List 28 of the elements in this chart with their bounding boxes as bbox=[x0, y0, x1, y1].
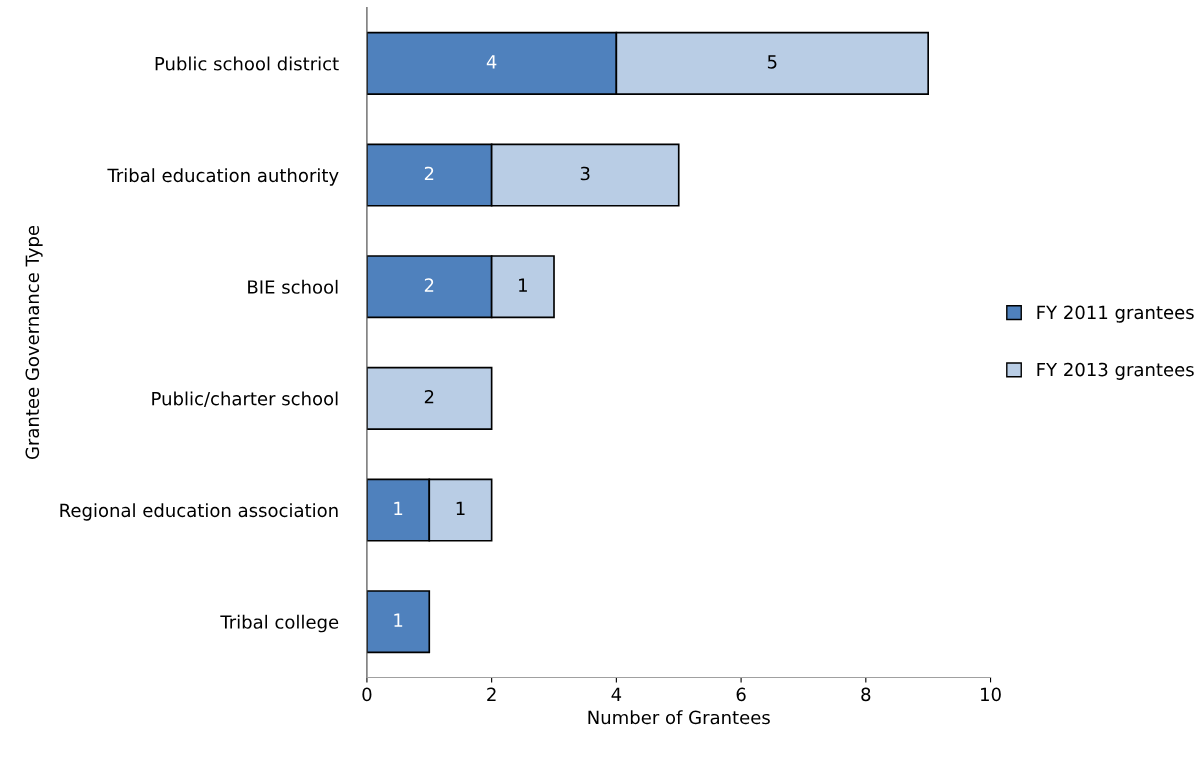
data-label: 1 bbox=[394, 501, 403, 516]
data-label: 4 bbox=[486, 55, 497, 69]
bar bbox=[366, 366, 493, 430]
legend-label: FY 2011 grantees bbox=[1037, 305, 1194, 323]
x-tick-label: 2 bbox=[487, 687, 496, 701]
data-label: 3 bbox=[580, 166, 590, 181]
bar bbox=[366, 590, 431, 654]
x-tick-label: 6 bbox=[736, 687, 746, 702]
data-label: 2 bbox=[424, 278, 434, 292]
x-axis-title: Number of Grantees bbox=[588, 710, 770, 725]
data-label: 2 bbox=[424, 166, 434, 181]
x-tick-label: 10 bbox=[981, 687, 1001, 702]
x-tick-label: 0 bbox=[362, 687, 372, 702]
data-label: 5 bbox=[767, 55, 777, 69]
x-tick-label: 8 bbox=[861, 687, 871, 702]
y-tick-label: Tribal education authority bbox=[107, 168, 339, 186]
y-tick-label: Public/charter school bbox=[152, 391, 338, 407]
y-tick-label: Public school district bbox=[155, 56, 339, 71]
data-label: 2 bbox=[424, 389, 434, 404]
data-label: 1 bbox=[456, 501, 465, 516]
x-tick-label: 4 bbox=[611, 687, 622, 701]
y-tick-label: BIE school bbox=[248, 279, 338, 294]
y-tick-label: Tribal college bbox=[220, 614, 339, 633]
y-axis-title: Grantee Governance Type bbox=[25, 225, 43, 460]
data-label: 1 bbox=[394, 613, 403, 627]
y-tick-label: Regional education association bbox=[60, 503, 338, 521]
data-label: 1 bbox=[519, 278, 527, 292]
legend-label: FY 2013 grantees bbox=[1037, 362, 1194, 380]
